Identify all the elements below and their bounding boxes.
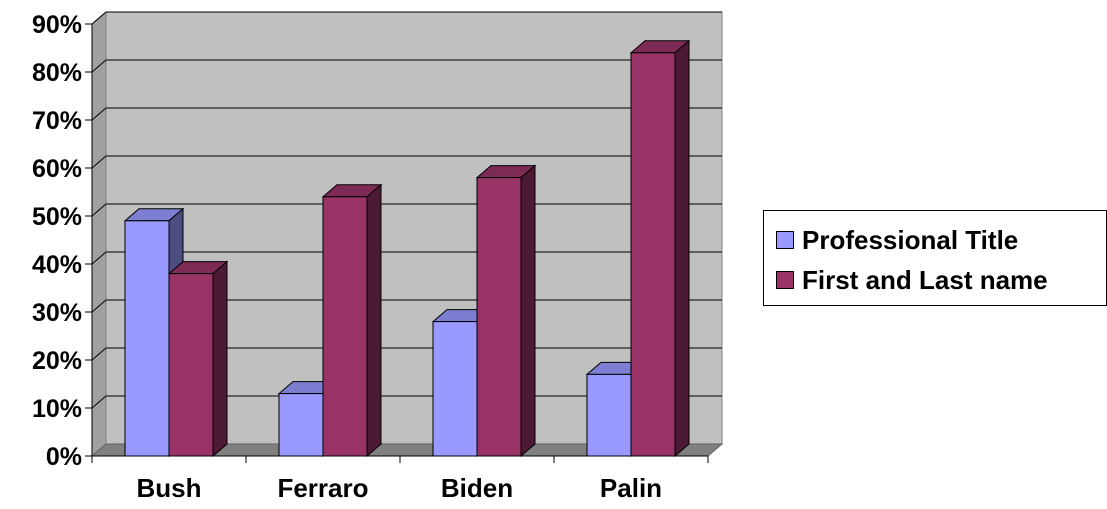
gridline-60- [91, 155, 722, 169]
legend-label-first-and-last-name: First and Last name [802, 264, 1048, 295]
y-tick-label-20-: 20% [32, 347, 82, 375]
bar-biden-first-and-last-name-side [520, 164, 536, 458]
y-tick-label-40-: 40% [32, 251, 82, 279]
gridline-70- [91, 107, 722, 121]
x-tick-label-biden: Biden [441, 473, 513, 503]
y-tick-label-80-: 80% [32, 59, 82, 87]
legend-label-professional-title: Professional Title [802, 224, 1019, 255]
bar-ferraro-first-and-last-name [322, 196, 368, 457]
y-tick-label-30-: 30% [32, 299, 82, 327]
legend-swatch-professional-title [776, 231, 794, 249]
bar-bush-first-and-last-name [168, 273, 214, 457]
bar-biden-professional-title [432, 321, 478, 457]
bar-palin-first-and-last-name [630, 52, 676, 457]
bar-bush-professional-title [124, 220, 170, 457]
gridline-90- [91, 11, 722, 25]
y-tick-label-70-: 70% [32, 107, 82, 135]
bar-bush-first-and-last-name-side [212, 260, 228, 458]
bar-ferraro-first-and-last-name-side [366, 183, 382, 458]
bar-ferraro-professional-title [278, 393, 324, 457]
legend-item-first-and-last-name: First and Last name [776, 265, 1048, 295]
bar-palin-first-and-last-name-side [674, 39, 690, 458]
gridline-80- [91, 59, 722, 73]
x-tick-label-ferraro: Ferraro [277, 473, 368, 503]
x-tick-label-palin: Palin [600, 473, 662, 503]
plot-side-wall [91, 10, 107, 458]
y-tick-label-10-: 10% [32, 395, 82, 423]
legend-item-professional-title: Professional Title [776, 225, 1018, 255]
bar-biden-first-and-last-name [476, 177, 522, 457]
y-tick-label-50-: 50% [32, 203, 82, 231]
legend: Professional Title First and Last name [763, 210, 1107, 306]
y-tick-label-0-: 0% [46, 443, 82, 471]
bar-palin-professional-title [586, 373, 632, 457]
y-tick-label-60-: 60% [32, 155, 82, 183]
legend-swatch-first-and-last-name [776, 271, 794, 289]
x-tick-label-bush: Bush [137, 473, 202, 503]
y-tick-label-90-: 90% [32, 11, 82, 39]
